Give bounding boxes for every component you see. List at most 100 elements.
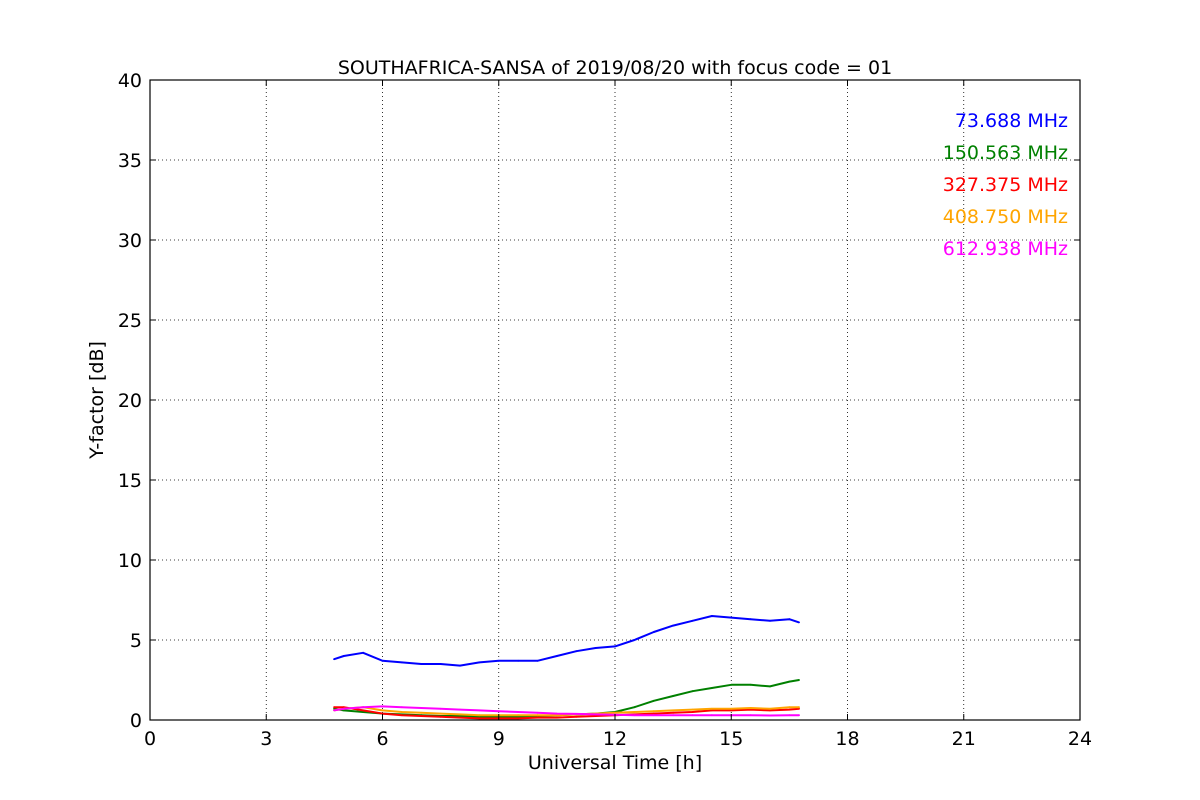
data-point: [459, 708, 461, 711]
data-point: [788, 618, 791, 621]
data-point: [798, 621, 800, 624]
series-line-2: [334, 706, 800, 720]
y-tick-label: 30: [118, 230, 142, 252]
data-point: [730, 683, 733, 686]
data-point: [555, 714, 558, 717]
data-point: [342, 707, 345, 710]
data-point: [633, 711, 636, 713]
data-point: [691, 619, 694, 622]
data-point: [691, 711, 694, 713]
data-point: [672, 711, 675, 714]
y-tick-label: 15: [118, 470, 142, 492]
legend-entry: 73.688 MHz: [955, 110, 1068, 132]
data-point: [478, 709, 481, 712]
data-point: [710, 687, 713, 689]
data-point: [536, 711, 539, 714]
data-point: [691, 690, 694, 693]
data-point: [710, 714, 713, 717]
x-tick-label: 18: [835, 728, 859, 750]
data-point: [536, 716, 539, 719]
data-point: [420, 715, 423, 717]
data-point: [400, 661, 403, 664]
x-tick-label: 0: [144, 728, 156, 750]
data-point: [439, 707, 442, 710]
tick-labels: 0 3 6 9 12 15 18 21 24 0 5 10 15 20 25 30 35 40: [118, 70, 1092, 750]
legend-entry: 612.938 MHz: [943, 238, 1068, 260]
data-point: [362, 711, 365, 713]
data-point: [333, 709, 335, 712]
data-point: [672, 695, 675, 697]
y-tick-label: 25: [118, 310, 142, 332]
x-tick-label: 24: [1068, 728, 1092, 750]
data-point: [575, 715, 578, 718]
data-point: [652, 712, 655, 715]
data-point: [749, 683, 752, 686]
series-line-4: [333, 705, 800, 717]
x-tick-label: 21: [952, 728, 976, 750]
legend: 73.688 MHz 150.563 MHz 327.375 MHz 408.750 …: [943, 110, 1068, 260]
data-point: [333, 658, 335, 661]
data-point: [478, 714, 481, 717]
series-line-0: [333, 615, 800, 667]
data-point: [362, 651, 365, 654]
data-point: [420, 707, 423, 709]
y-tick-label: 10: [118, 550, 142, 572]
data-point: [788, 708, 791, 711]
data-point: [400, 711, 403, 713]
data-point: [517, 711, 520, 713]
legend-entry: 408.750 MHz: [943, 206, 1068, 228]
x-tick-label: 6: [376, 728, 388, 750]
data-point: [333, 706, 335, 709]
data-point: [788, 680, 791, 683]
data-point: [691, 714, 694, 717]
data-point: [439, 663, 442, 665]
data-point: [342, 709, 345, 712]
legend-entry: 327.375 MHz: [943, 174, 1068, 196]
legend-entry: 150.563 MHz: [943, 142, 1068, 164]
series-layer: [333, 615, 800, 720]
data-point: [594, 647, 597, 649]
data-point: [798, 679, 800, 681]
data-point: [749, 707, 752, 709]
data-point: [633, 639, 636, 641]
data-point: [798, 706, 800, 709]
data-point: [730, 616, 733, 619]
y-tick-label: 5: [130, 630, 142, 652]
data-point: [381, 709, 384, 712]
x-tick-label: 3: [260, 728, 272, 750]
data-point: [769, 709, 771, 712]
data-point: [517, 714, 520, 717]
y-tick-label: 0: [130, 710, 142, 732]
data-point: [710, 707, 713, 710]
y-axis-label: Y-factor [dB]: [86, 341, 108, 460]
data-point: [749, 708, 752, 711]
data-point: [575, 713, 578, 715]
data-point: [652, 710, 655, 713]
data-point: [478, 661, 481, 664]
data-point: [798, 707, 800, 710]
data-point: [652, 714, 655, 717]
data-point: [459, 664, 461, 667]
data-point: [497, 659, 500, 662]
x-tick-label: 15: [719, 728, 743, 750]
data-point: [769, 714, 771, 717]
data-point: [633, 706, 636, 709]
data-point: [769, 619, 771, 622]
data-point: [420, 711, 423, 714]
data-point: [594, 715, 597, 717]
data-point: [459, 716, 461, 719]
x-tick-label: 12: [603, 728, 627, 750]
data-point: [478, 715, 481, 718]
tick-marks: [149, 79, 1081, 721]
data-point: [749, 618, 752, 621]
chart-title: SOUTHAFRICA-SANSA of 2019/08/20 with foc…: [338, 57, 892, 79]
data-point: [652, 699, 655, 702]
data-point: [420, 663, 423, 665]
data-point: [459, 713, 461, 716]
data-point: [672, 709, 675, 712]
data-point: [439, 712, 442, 715]
data-point: [517, 717, 520, 720]
data-point: [710, 709, 713, 712]
